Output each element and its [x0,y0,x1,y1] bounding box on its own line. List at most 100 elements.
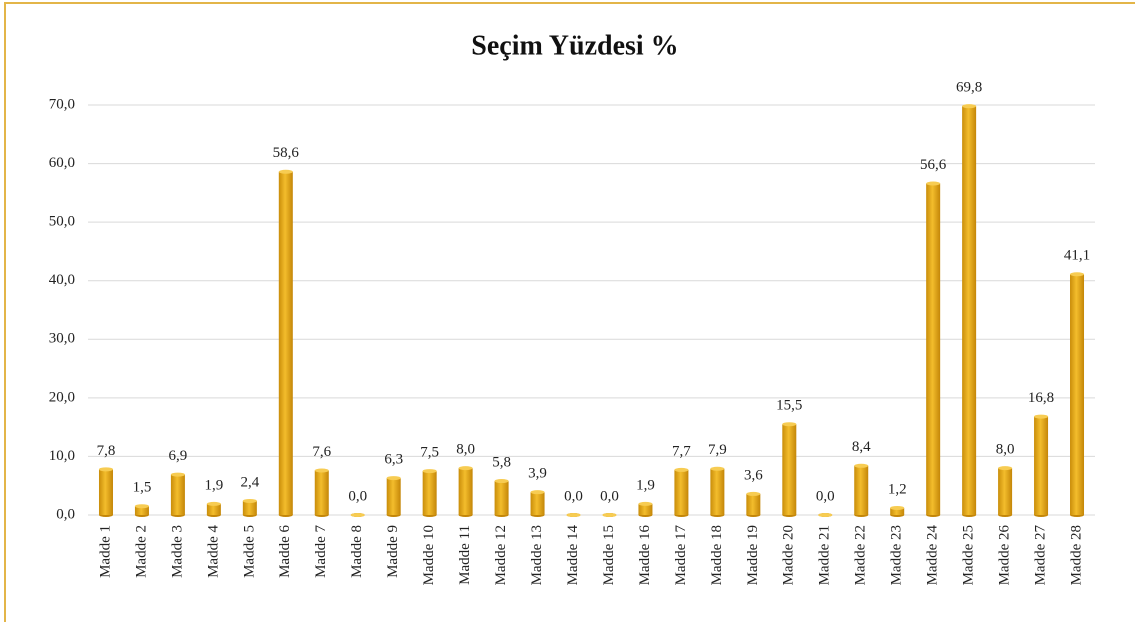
chart-title: Seçim Yüzdesi % [471,30,678,61]
y-tick-label: 30,0 [49,331,75,347]
data-label: 3,9 [528,466,547,482]
data-label: 3,6 [744,467,763,483]
x-tick-label: Madde 14 [565,525,581,586]
x-tick-label: Madde 2 [133,525,149,578]
bar-cap [458,466,473,471]
y-tick-label: 40,0 [49,272,75,288]
bar-cap [602,513,617,517]
bar [206,503,221,515]
bar [314,470,329,515]
data-label: 0,0 [600,488,619,504]
bar [998,468,1013,515]
bar [98,469,113,515]
bar-cap [350,513,365,517]
data-label: 56,6 [920,157,947,173]
bar-cap [170,472,185,477]
x-tick-label: Madde 16 [637,525,653,586]
y-tick-label: 10,0 [49,448,75,464]
y-tick-label: 20,0 [49,389,75,405]
bar [1070,274,1085,515]
x-tick-label: Madde 20 [781,525,797,585]
data-label: 0,0 [564,488,583,504]
bar [674,469,689,515]
y-tick-label: 60,0 [49,155,75,171]
x-tick-label: Madde 5 [241,525,257,578]
bar [494,481,509,515]
data-label: 0,0 [816,488,835,504]
bar-cap [746,491,761,496]
bar-cap [998,466,1013,471]
data-label: 8,4 [852,439,871,455]
x-tick-label: Madde 10 [421,525,437,585]
bar [890,507,905,515]
x-tick-label: Madde 13 [529,525,545,585]
x-tick-label: Madde 7 [313,525,329,578]
bar-cap [890,505,905,510]
data-label: 8,0 [996,442,1015,458]
x-tick-label: Madde 17 [673,525,689,586]
bar [782,424,797,515]
bar-cap [206,501,221,506]
bar-cap [278,169,293,174]
data-label: 41,1 [1064,248,1090,264]
x-tick-label: Madde 22 [853,525,869,585]
bar [458,468,473,515]
data-label: 7,9 [708,442,727,458]
x-tick-label: Madde 6 [277,525,293,578]
data-label: 1,5 [133,480,152,496]
bar [746,493,761,515]
bar-cap [134,504,149,509]
bar-cap [422,469,437,474]
y-tick-label: 50,0 [49,214,75,230]
data-label: 8,0 [456,442,475,458]
x-tick-label: Madde 21 [817,525,833,585]
bar [242,500,257,515]
data-label: 7,8 [97,443,116,459]
bar [278,171,293,515]
data-label: 7,7 [672,443,691,459]
y-tick-label: 70,0 [49,96,75,112]
bar-cap [710,466,725,471]
data-label: 16,8 [1028,390,1054,406]
bar [386,478,401,515]
x-tick-label: Madde 11 [457,525,473,585]
bar [422,471,437,515]
x-tick-label: Madde 28 [1068,525,1084,585]
bar-cap [674,467,689,472]
x-tick-label: Madde 27 [1032,525,1048,586]
bar-cap [782,422,797,427]
bar [710,468,725,515]
x-tick-label: Madde 4 [205,525,221,578]
bar-cap [242,498,257,503]
x-tick-label: Madde 12 [493,525,509,585]
data-label: 1,9 [636,477,655,493]
bar [926,183,941,515]
bar-cap [566,513,581,517]
data-label: 15,5 [776,398,802,414]
bar-cap [386,476,401,481]
data-label: 1,9 [205,477,224,493]
x-tick-label: Madde 25 [961,525,977,585]
x-tick-label: Madde 15 [601,525,617,585]
x-tick-label: Madde 19 [745,525,761,585]
bar [1034,416,1049,515]
bar-cap [98,467,113,472]
x-tick-label: Madde 24 [925,525,941,586]
data-label: 58,6 [273,145,300,161]
data-label: 2,4 [240,474,259,490]
data-label: 69,8 [956,80,982,96]
x-tick-label: Madde 8 [349,525,365,578]
bar-cap [854,463,869,468]
data-label: 6,3 [384,452,403,468]
data-label: 1,2 [888,481,907,497]
bar-cap [962,104,977,109]
x-tick-label: Madde 26 [997,525,1013,586]
bar [854,465,869,515]
bar-cap [818,513,833,517]
data-label: 7,6 [312,444,331,460]
x-tick-label: Madde 3 [169,525,185,578]
data-label: 5,8 [492,454,511,470]
data-label: 7,5 [420,445,439,461]
data-label: 6,9 [169,448,188,464]
